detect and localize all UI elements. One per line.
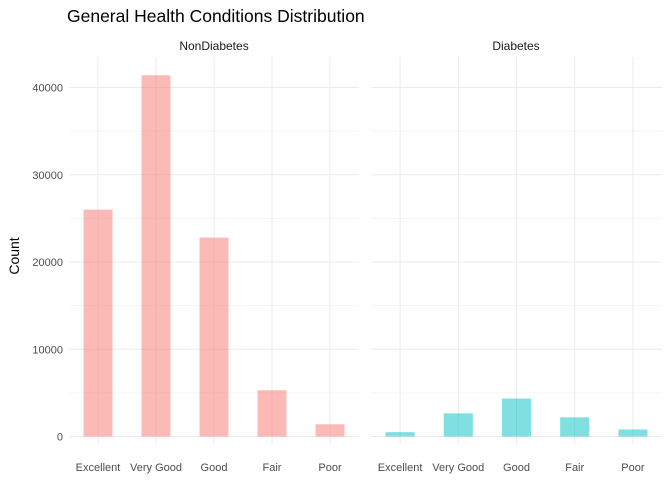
x-tick-label: Excellent [378, 462, 423, 474]
x-tick-label: Poor [621, 462, 645, 474]
x-tick-label: Fair [263, 462, 282, 474]
bar-nondiabetes-excellent [83, 209, 113, 437]
y-tick-label: 20000 [32, 257, 63, 269]
facet-label-nondiabetes: NonDiabetes [179, 39, 248, 53]
x-tick-label: Fair [565, 462, 584, 474]
bar-diabetes-very-good [443, 413, 473, 437]
bar-nondiabetes-good [199, 237, 229, 437]
x-tick-label: Poor [318, 462, 342, 474]
bar-nondiabetes-poor [315, 424, 345, 437]
bar-diabetes-poor [618, 429, 648, 437]
panel-diabetes: Excellent Very Good Good Fair Poor [371, 57, 662, 474]
x-tick-label: Very Good [432, 462, 484, 474]
x-tick-label: Very Good [130, 462, 182, 474]
bar-nondiabetes-very-good [141, 75, 171, 437]
panel-nondiabetes: Excellent Very Good Good Fair Poor [69, 57, 359, 474]
x-tick-label: Excellent [76, 462, 121, 474]
bar-nondiabetes-fair [257, 390, 287, 437]
bar-diabetes-excellent [385, 432, 415, 437]
y-axis-title: Count [6, 237, 22, 274]
bar-diabetes-fair [560, 417, 590, 437]
y-tick-label: 30000 [32, 170, 63, 182]
bar-diabetes-good [501, 398, 532, 437]
y-tick-label: 40000 [32, 83, 63, 95]
chart-title: General Health Conditions Distribution [67, 6, 365, 26]
x-tick-label: Good [201, 462, 228, 474]
y-tick-label: 0 [57, 432, 63, 444]
facet-label-diabetes: Diabetes [492, 39, 539, 53]
x-tick-label: Good [503, 462, 530, 474]
y-tick-label: 10000 [32, 344, 63, 356]
plot-panels: Excellent Very Good Good Fair Poor Excellent V… [32, 57, 662, 474]
